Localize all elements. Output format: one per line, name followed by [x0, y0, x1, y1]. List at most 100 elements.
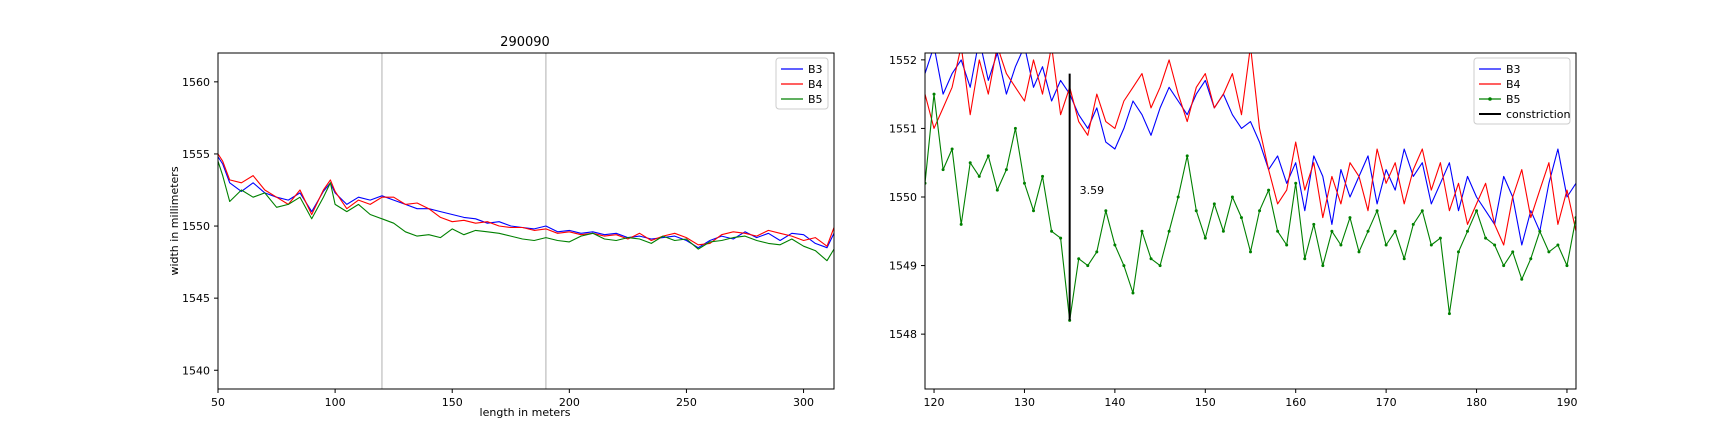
- series-point-b5: [1330, 229, 1334, 233]
- series-point-b5: [1538, 229, 1542, 233]
- legend: B3 B4 B5: [775, 57, 829, 110]
- series-point-b5: [977, 174, 981, 178]
- y-tick-label: 1549: [889, 260, 917, 273]
- x-axis-title: length in meters: [480, 406, 571, 419]
- legend-label: B4: [1506, 78, 1521, 91]
- series-point-b5: [1402, 257, 1406, 261]
- series-point-b5: [1366, 229, 1370, 233]
- legend-label: constriction: [1506, 108, 1571, 121]
- series-point-b5: [1194, 209, 1198, 213]
- series-point-b5: [941, 168, 945, 172]
- x-tick-label: 190: [1556, 396, 1577, 409]
- series-point-b5: [1077, 257, 1081, 261]
- plot-area: [218, 153, 834, 262]
- x-tick-label: 130: [1014, 396, 1035, 409]
- y-tick-label: 1550: [182, 220, 210, 233]
- series-line-b3: [925, 53, 1576, 246]
- series-point-b5: [1556, 243, 1560, 247]
- series-point-b5: [950, 147, 954, 151]
- chart-left: 290090 length in meters width in millime…: [168, 35, 835, 419]
- series-point-b5: [1420, 209, 1424, 213]
- x-tick-label: 180: [1466, 396, 1487, 409]
- series-point-b5: [1502, 264, 1506, 268]
- series-point-b5: [1167, 229, 1171, 233]
- y-tick-label: 1550: [889, 191, 917, 204]
- series-point-b5: [1393, 229, 1397, 233]
- series-point-b5: [1086, 264, 1090, 268]
- series-point-b5: [1258, 209, 1262, 213]
- y-tick-label: 1551: [889, 122, 917, 135]
- y-tick-label: 1548: [889, 328, 917, 341]
- series-point-b5: [1104, 209, 1108, 213]
- x-tick-label: 160: [1285, 396, 1306, 409]
- series-point-b5: [1493, 243, 1497, 247]
- series-point-b5: [1384, 243, 1388, 247]
- series-point-b5: [1321, 264, 1325, 268]
- series-point-b5: [932, 92, 936, 96]
- series-point-b5: [1113, 243, 1117, 247]
- series-point-b5: [1122, 264, 1126, 268]
- y-axis-title: width in millimeters: [168, 166, 181, 275]
- legend-marker: [1488, 97, 1492, 101]
- y-tick-label: 1555: [182, 148, 210, 161]
- series-point-b5: [1411, 222, 1415, 226]
- series-point-b5: [1348, 216, 1352, 220]
- series-point-b5: [1447, 312, 1451, 316]
- x-tick-label: 250: [676, 396, 697, 409]
- series-point-b5: [1149, 257, 1153, 261]
- x-tick-label: 150: [442, 396, 463, 409]
- series-point-b5: [995, 188, 999, 192]
- series-point-b5: [1429, 243, 1433, 247]
- series-point-b5: [1176, 195, 1180, 199]
- series-point-b5: [1212, 202, 1216, 206]
- x-tick-label: 150: [1195, 396, 1216, 409]
- series-point-b5: [1511, 250, 1515, 254]
- series-point-b5: [1203, 236, 1207, 240]
- plot-area: [925, 53, 1576, 322]
- legend-label: B3: [1506, 63, 1521, 76]
- legend: B3 B4 B5 constriction: [1473, 57, 1571, 125]
- series-point-b5: [1249, 250, 1252, 254]
- legend-box: [1473, 57, 1571, 125]
- chart-title: 290090: [500, 35, 550, 50]
- series-point-b5: [1285, 243, 1289, 247]
- series-point-b5: [1032, 209, 1035, 213]
- series-point-b5: [1022, 181, 1026, 185]
- plot-frame: [924, 52, 1577, 390]
- series-point-b5: [1547, 250, 1551, 254]
- series-line-b5: [925, 93, 1576, 321]
- series-line-b4: [925, 53, 1576, 246]
- x-tick-label: 140: [1104, 396, 1125, 409]
- x-tick-label: 170: [1376, 396, 1397, 409]
- series-point-b5: [986, 154, 990, 158]
- series-point-b5: [1230, 195, 1234, 199]
- series-line-b3: [218, 156, 834, 249]
- series-point-b5: [1276, 229, 1280, 233]
- x-tick-label: 100: [325, 396, 346, 409]
- series-point-b5: [1267, 188, 1271, 192]
- series-point-b5: [1140, 229, 1144, 233]
- series-point-b5: [1004, 168, 1008, 172]
- series-point-b5: [1239, 216, 1243, 220]
- legend-label: B4: [808, 78, 823, 91]
- y-tick-label: 1560: [182, 76, 210, 89]
- y-tick-label: 1552: [889, 54, 917, 67]
- series-point-b5: [1466, 229, 1469, 233]
- series-point-b5: [1339, 243, 1343, 247]
- legend-label: B5: [808, 93, 823, 106]
- series-line-b4: [218, 153, 834, 247]
- series-point-b5: [968, 161, 972, 165]
- series-point-b5: [1438, 236, 1442, 240]
- series-point-b5: [1529, 257, 1533, 261]
- series-point-b5: [1095, 250, 1099, 254]
- series-point-b5: [1185, 154, 1189, 158]
- series-point-b5: [1484, 236, 1488, 240]
- x-tick-label: 200: [559, 396, 580, 409]
- series-point-b5: [1059, 236, 1063, 240]
- series-point-b5: [1013, 126, 1017, 130]
- constriction-label: 3.59: [1080, 184, 1105, 197]
- y-tick-label: 1540: [182, 364, 210, 377]
- legend-label: B3: [808, 63, 823, 76]
- series-point-b5: [1303, 257, 1307, 261]
- series-line-b5: [218, 161, 834, 262]
